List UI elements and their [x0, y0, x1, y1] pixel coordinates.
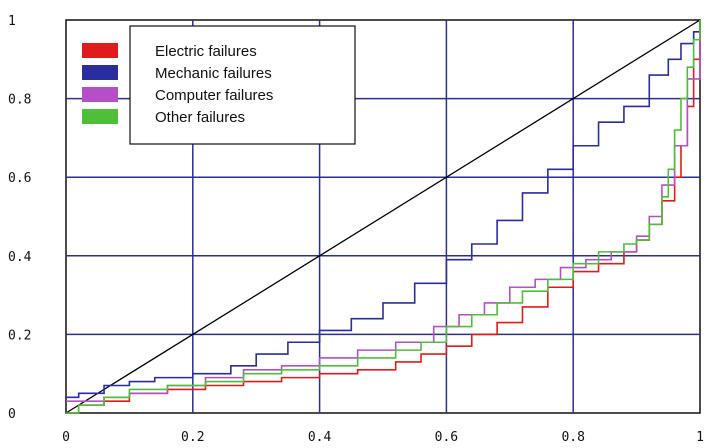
y-tick-label-4: 0.8	[8, 93, 31, 108]
x-tick-label-1: 0.2	[181, 430, 204, 445]
y-tick-label-3: 0.6	[8, 171, 31, 186]
y-axis-tick-labels: 0 0.2 0.4 0.6 0.8 1	[8, 14, 32, 422]
y-tick-label-2: 0.4	[8, 250, 32, 265]
series-line-1	[66, 20, 701, 399]
legend-swatch-other	[82, 109, 118, 124]
y-tick-label-1: 0.2	[8, 328, 31, 343]
legend-box	[129, 25, 356, 145]
x-tick-label-4: 0.8	[561, 430, 584, 445]
legend-swatch-computer	[82, 87, 118, 102]
x-tick-label-3: 0.6	[435, 430, 458, 445]
legend-label-mechanic: Mechanic failures	[155, 65, 272, 82]
reference-diagonal	[65, 19, 701, 414]
series-line-0	[66, 23, 701, 414]
y-tick-label-0: 0	[8, 407, 16, 422]
series-lines	[66, 20, 701, 414]
y-tick-label-5: 1	[8, 14, 16, 29]
series-line-3	[66, 20, 701, 414]
reference-line	[65, 19, 701, 414]
x-tick-label-5: 1	[696, 430, 704, 445]
legend-swatch-electric	[82, 43, 118, 58]
legend-label-electric: Electric failures	[155, 43, 257, 60]
legend-label-other: Other failures	[155, 109, 245, 126]
legend-label-computer: Computer failures	[155, 87, 273, 104]
x-tick-label-2: 0.4	[308, 430, 332, 445]
legend: Electric failures Mechanic failures Comp…	[82, 25, 356, 145]
x-axis-tick-labels: 0 0.2 0.4 0.6 0.8 1	[62, 430, 704, 445]
x-tick-label-0: 0	[62, 430, 70, 445]
legend-swatch-mechanic	[82, 65, 118, 80]
